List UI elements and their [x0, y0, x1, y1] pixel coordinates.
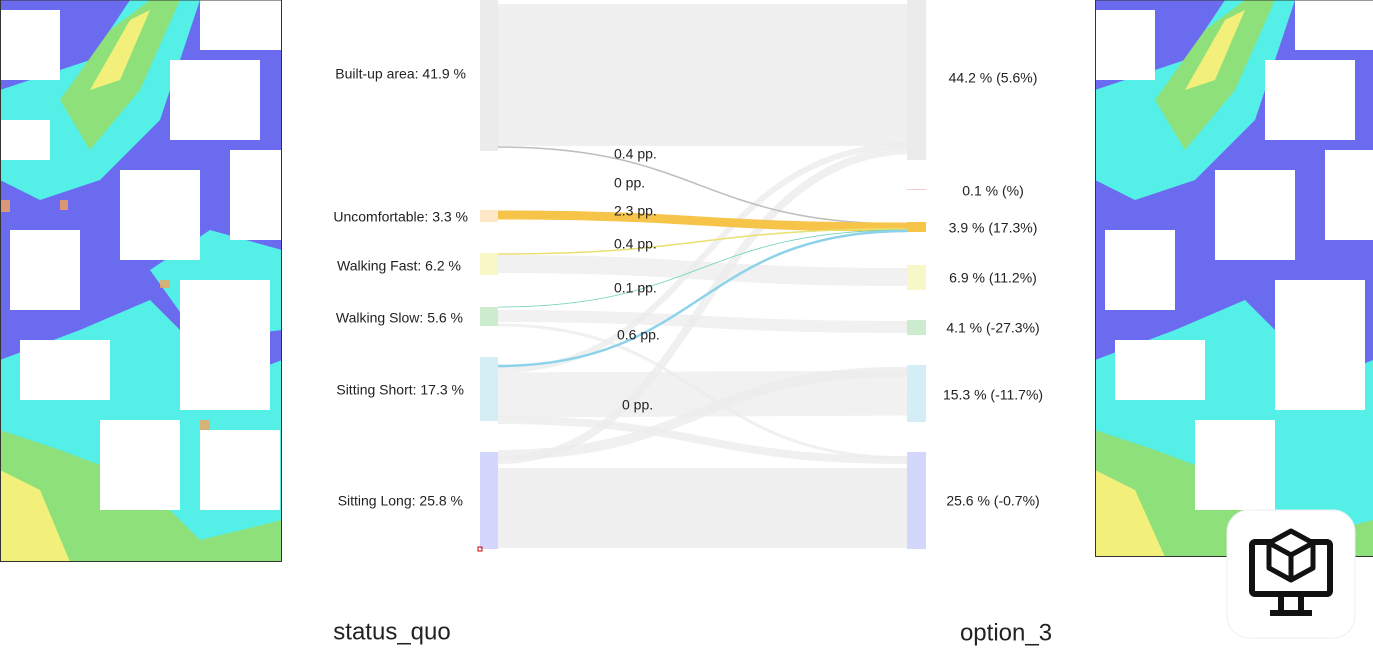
left-label: Walking Fast: 6.2 %: [337, 258, 461, 274]
flow-label: 0.1 pp.: [614, 280, 657, 296]
flow-label: 0 pp.: [622, 397, 653, 413]
flow-label: 0.4 pp.: [614, 236, 657, 252]
left-label: Uncomfortable: 3.3 %: [333, 209, 468, 225]
right-label: 4.1 % (-27.3%): [946, 320, 1039, 336]
flows: [497, 4, 908, 548]
app-icon[interactable]: [1226, 509, 1356, 639]
left-label: Sitting Short: 17.3 %: [336, 382, 464, 398]
right-label: 6.9 % (11.2%): [949, 270, 1037, 286]
left-map: [0, 0, 282, 562]
caption: status_quo: [333, 618, 450, 645]
right-map: [1095, 0, 1373, 557]
right-label: 0.1 % (%): [962, 183, 1023, 199]
flow-label: 0 pp.: [614, 175, 645, 191]
right-label: 15.3 % (-11.7%): [943, 387, 1043, 403]
nodes: [477, 0, 926, 552]
left-label: Walking Slow: 5.6 %: [336, 310, 463, 326]
flow-label: 0.4 pp.: [614, 146, 657, 162]
right-label: 3.9 % (17.3%): [949, 220, 1038, 236]
flow-label: 2.3 pp.: [614, 203, 657, 219]
left-label: Built-up area: 41.9 %: [335, 66, 466, 82]
flow-label: 0.6 pp.: [617, 327, 660, 343]
right-label: 25.6 % (-0.7%): [946, 493, 1039, 509]
caption: option_3: [960, 619, 1052, 646]
left-label: Sitting Long: 25.8 %: [338, 493, 463, 509]
right-label: 44.2 % (5.6%): [949, 70, 1038, 86]
